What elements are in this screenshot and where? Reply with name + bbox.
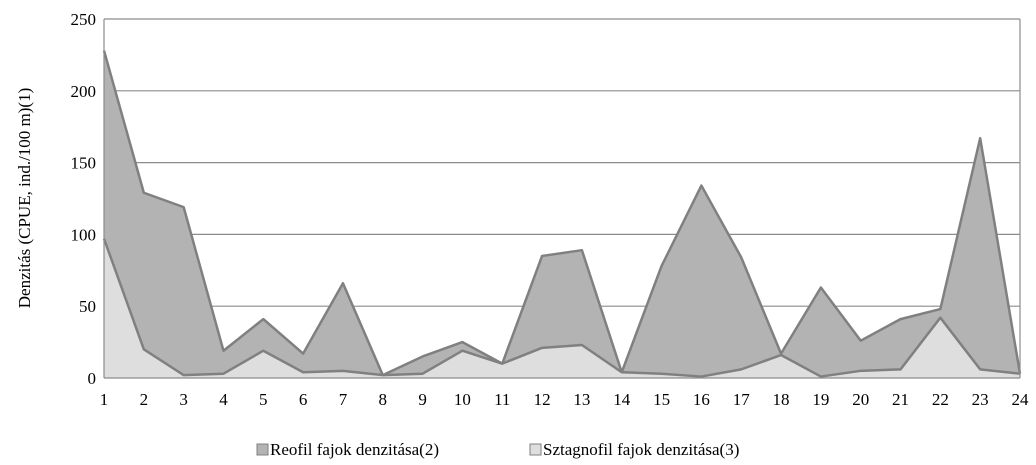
y-tick-150: 150 bbox=[71, 154, 97, 173]
y-axis-label: Denzitás (CPUE, ind./100 m)(1) bbox=[15, 88, 34, 309]
legend-label-sztagnofil: Sztagnofil fajok denzitása(3) bbox=[543, 440, 739, 459]
chart-areas bbox=[102, 50, 1022, 378]
area-line-series-2 bbox=[102, 238, 1021, 378]
y-tick-250: 250 bbox=[71, 10, 97, 29]
y-tick-100: 100 bbox=[71, 225, 97, 244]
y-tick-200: 200 bbox=[71, 82, 97, 101]
axes bbox=[103, 19, 1021, 379]
x-tick-15: 15 bbox=[653, 390, 670, 409]
x-tick-18: 18 bbox=[773, 390, 790, 409]
legend-label-reofil: Reofil fajok denzitása(2) bbox=[270, 440, 439, 459]
y-tick-labels: 0 50 100 150 200 250 bbox=[71, 10, 97, 388]
gridlines bbox=[104, 18, 1020, 307]
x-tick-2: 2 bbox=[140, 390, 149, 409]
x-tick-21: 21 bbox=[892, 390, 909, 409]
x-tick-14: 14 bbox=[613, 390, 631, 409]
legend-swatch-reofil bbox=[256, 443, 269, 456]
x-tick-5: 5 bbox=[259, 390, 268, 409]
x-tick-12: 12 bbox=[534, 390, 551, 409]
y-tick-50: 50 bbox=[79, 297, 96, 316]
x-tick-4: 4 bbox=[219, 390, 228, 409]
y-tick-0: 0 bbox=[88, 369, 97, 388]
x-tick-24: 24 bbox=[1012, 390, 1030, 409]
x-tick-8: 8 bbox=[379, 390, 388, 409]
x-tick-7: 7 bbox=[339, 390, 348, 409]
x-tick-17: 17 bbox=[733, 390, 751, 409]
x-tick-20: 20 bbox=[852, 390, 869, 409]
x-tick-16: 16 bbox=[693, 390, 710, 409]
legend: Reofil fajok denzitása(2) Sztagnofil faj… bbox=[256, 440, 739, 459]
x-tick-11: 11 bbox=[494, 390, 510, 409]
x-tick-6: 6 bbox=[299, 390, 308, 409]
x-tick-labels: 1 2 3 4 5 6 7 8 9 10 11 12 13 14 15 16 17 18 19 20 21 22 23 24 bbox=[100, 390, 1029, 409]
x-tick-22: 22 bbox=[932, 390, 949, 409]
x-tick-23: 23 bbox=[972, 390, 989, 409]
x-tick-10: 10 bbox=[454, 390, 471, 409]
x-tick-19: 19 bbox=[812, 390, 829, 409]
x-tick-1: 1 bbox=[100, 390, 109, 409]
legend-swatch-sztagnofil bbox=[529, 443, 542, 456]
area-fill-series-2 bbox=[104, 238, 1020, 378]
x-tick-3: 3 bbox=[179, 390, 188, 409]
x-tick-13: 13 bbox=[573, 390, 590, 409]
x-tick-9: 9 bbox=[418, 390, 427, 409]
area-line-series-1 bbox=[102, 50, 1022, 377]
